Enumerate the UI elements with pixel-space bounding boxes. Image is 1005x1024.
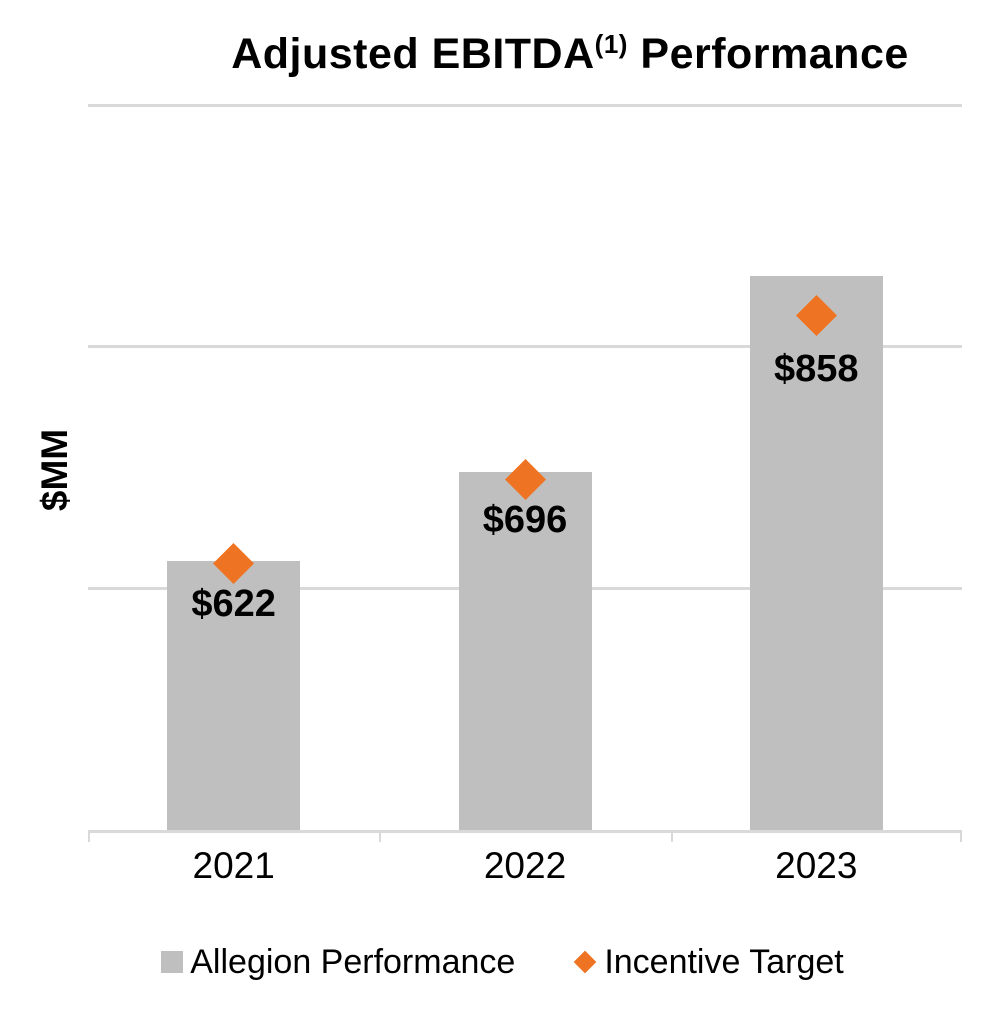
gridline-1000 (88, 104, 962, 107)
legend-item-incentive-target: Incentive Target (573, 940, 844, 984)
page-title-text: Adjusted EBITDA (231, 30, 595, 78)
bar-2021 (167, 561, 301, 830)
bar-2022 (458, 471, 592, 830)
legend-label-incentive-target: Incentive Target (604, 943, 844, 981)
legend: Allegion Performance Incentive Target (0, 940, 1005, 984)
legend-label-allegion-performance: Allegion Performance (190, 943, 516, 981)
x-axis-label-2023: 2023 (775, 845, 858, 886)
data-label-2022: $696 (482, 499, 568, 542)
bar-square-marker-icon (161, 951, 184, 973)
data-label-2021: $622 (191, 582, 276, 625)
x-axis-tick (88, 830, 90, 842)
plot-area: $622 2021 $696 2022 $858 2023 (88, 104, 962, 886)
x-axis-tick (671, 830, 673, 842)
bar-2023 (749, 275, 883, 830)
target-diamond-marker-icon (573, 950, 597, 974)
x-axis-label-2021: 2021 (192, 845, 275, 886)
data-label-2023: $858 (774, 347, 859, 390)
y-axis-label: $MM (34, 428, 75, 512)
title-superscript: (1) (594, 29, 628, 59)
x-axis-tick (960, 830, 962, 842)
page-title-suffix: Performance (627, 30, 909, 78)
legend-item-allegion-performance: Allegion Performance (161, 940, 515, 984)
x-axis-tick (379, 830, 381, 842)
gridline-800 (88, 345, 962, 348)
page-title: Adjusted EBITDA(1) Performance (135, 29, 1005, 79)
x-axis-label-2022: 2022 (483, 845, 567, 886)
